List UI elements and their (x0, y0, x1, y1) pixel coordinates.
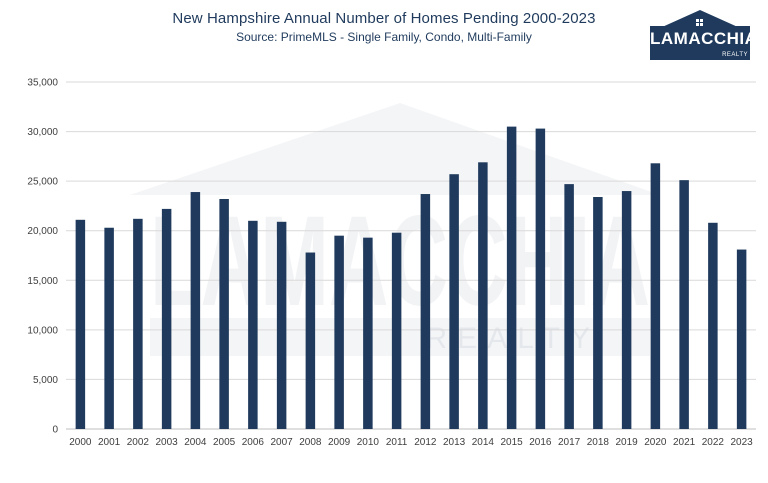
bar-2005 (219, 198, 229, 429)
bar-2018 (593, 197, 603, 429)
x-tick-label: 2004 (184, 437, 207, 448)
x-tick-label: 2009 (328, 437, 351, 448)
bar-2013 (449, 174, 459, 429)
x-tick-label: 2013 (443, 437, 466, 448)
x-tick-label: 2016 (529, 437, 552, 448)
x-tick-label: 2019 (616, 437, 639, 448)
bar-2021 (679, 180, 689, 429)
bar-2008 (305, 252, 316, 429)
logo-tagline: REALTY (650, 51, 750, 60)
bar-2015 (506, 126, 517, 429)
x-tick-label: 2023 (731, 437, 754, 448)
chart-bars (75, 126, 747, 429)
house-roof-icon (660, 10, 740, 28)
x-tick-label: 2015 (501, 437, 524, 448)
x-tick-label: 2003 (156, 437, 179, 448)
bar-2006 (248, 220, 258, 429)
y-tick-label: 35,000 (27, 78, 58, 89)
bar-2023 (736, 249, 747, 429)
x-tick-label: 2014 (472, 437, 495, 448)
bar-2003 (161, 208, 172, 429)
x-tick-label: 2021 (673, 437, 696, 448)
bar-2002 (133, 218, 143, 429)
x-tick-label: 2022 (702, 437, 725, 448)
chart-subtitle: Source: PrimeMLS - Single Family, Condo,… (236, 30, 532, 44)
x-tick-label: 2020 (644, 437, 667, 448)
bar-2010 (363, 237, 373, 429)
bar-2017 (564, 184, 574, 429)
x-tick-label: 2012 (414, 437, 437, 448)
x-tick-label: 2018 (587, 437, 610, 448)
y-axis-tick-labels: 0 5,000 10,000 15,000 20,000 25,000 30,000 35,0… (27, 78, 58, 436)
chart-title: New Hampshire Annual Number of Homes Pen… (172, 10, 596, 27)
chart-gridlines (66, 81, 756, 430)
bar-2009 (334, 235, 344, 429)
lamacchia-logo: LAMACCHIA REALTY (650, 8, 757, 63)
y-tick-label: 20,000 (27, 226, 58, 237)
y-tick-label: 10,000 (27, 325, 58, 336)
logo-wordmark: LAMACCHIA (650, 26, 757, 51)
bar-2022 (708, 222, 718, 429)
x-tick-label: 2005 (213, 437, 236, 448)
bar-2020 (650, 163, 661, 429)
x-tick-label: 2011 (386, 437, 408, 448)
bar-2012 (420, 194, 431, 429)
bar-2001 (104, 227, 114, 429)
bar-2007 (276, 221, 287, 429)
x-tick-label: 2010 (357, 437, 380, 448)
x-tick-label: 2000 (69, 437, 92, 448)
x-tick-label: 2008 (299, 437, 322, 448)
y-tick-label: 0 (52, 425, 58, 436)
x-tick-label: 2006 (242, 437, 265, 448)
y-tick-label: 5,000 (33, 375, 58, 386)
bar-2000 (75, 219, 86, 429)
bar-2016 (535, 128, 546, 429)
bar-2019 (621, 191, 632, 429)
y-tick-label: 30,000 (27, 127, 58, 138)
x-tick-label: 2017 (558, 437, 581, 448)
y-tick-label: 15,000 (27, 276, 58, 287)
bar-2014 (478, 162, 488, 429)
x-axis-tick-labels: 2000 2001 2002 2003 2004 2005 2006 2007 2008 2009… (69, 437, 753, 448)
bar-2011 (391, 232, 402, 429)
x-tick-label: 2002 (127, 437, 150, 448)
watermark-roof (130, 103, 660, 195)
x-tick-label: 2001 (98, 437, 121, 448)
x-tick-label: 2007 (271, 437, 294, 448)
y-tick-label: 25,000 (27, 177, 58, 188)
bar-2004 (190, 192, 201, 429)
